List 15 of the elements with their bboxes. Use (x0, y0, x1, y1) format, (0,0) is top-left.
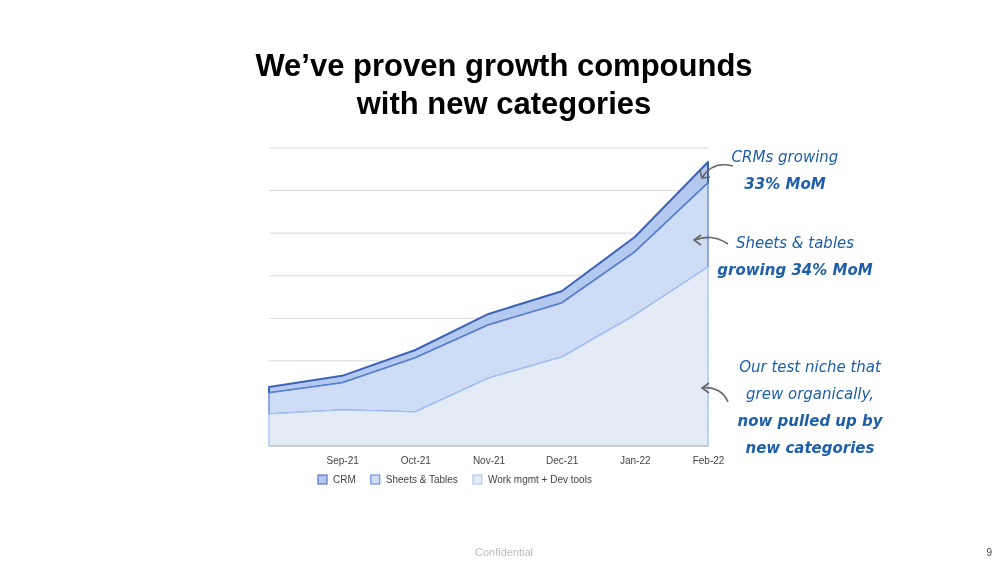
chart-title: We’ve proven growth compounds with new categories (255, 48, 753, 121)
legend-label: Sheets & Tables (385, 474, 458, 485)
x-tick-label: Sep-21 (326, 455, 360, 467)
x-tick-label: Oct-21 (400, 455, 432, 467)
x-tick-label: Feb-22 (692, 455, 725, 467)
legend-label: CRM (333, 474, 356, 485)
text: Sheets & tables growing 34% MoM (717, 234, 873, 279)
legend-label: Work mgmt + Dev tools (487, 474, 592, 485)
text: 9 (986, 547, 993, 558)
text: CRMs growing 33% MoM (731, 148, 839, 193)
text: Our test niche that grew organically, now pulled up by new categories (737, 358, 884, 457)
x-tick-label: Jan-22 (620, 455, 652, 467)
x-tick-label: Nov-21 (472, 455, 506, 467)
text: Confidential (474, 546, 534, 558)
x-tick-label: Dec-21 (546, 455, 579, 467)
